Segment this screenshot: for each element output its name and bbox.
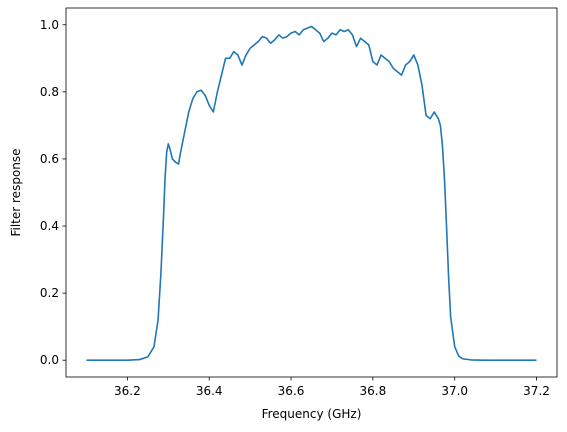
x-tick-label: 37.0 (441, 384, 468, 398)
y-tick-label: 0.6 (40, 152, 59, 166)
y-axis: 0.0 0.2 0.4 0.6 0.8 1.0 (40, 18, 66, 367)
x-tick-label: 36.8 (360, 384, 387, 398)
y-tick-label: 0.4 (40, 219, 59, 233)
y-tick-label: 0.8 (40, 85, 59, 99)
x-tick-label: 36.4 (196, 384, 223, 398)
y-axis-label: Filter response (9, 148, 23, 236)
y-tick-label: 0.2 (40, 286, 59, 300)
x-tick-label: 36.2 (114, 384, 141, 398)
plot-frame (65, 7, 558, 378)
x-axis-label: Frequency (GHz) (262, 407, 362, 421)
y-tick-label: 0.0 (40, 353, 59, 367)
y-tick-label: 1.0 (40, 18, 59, 32)
x-tick-label: 37.2 (523, 384, 550, 398)
series-line-0 (86, 25, 537, 362)
x-tick-label: 36.6 (278, 384, 305, 398)
plot-area (86, 25, 537, 362)
x-axis: 36.2 36.4 36.6 36.8 37.0 37.2 (114, 377, 550, 398)
